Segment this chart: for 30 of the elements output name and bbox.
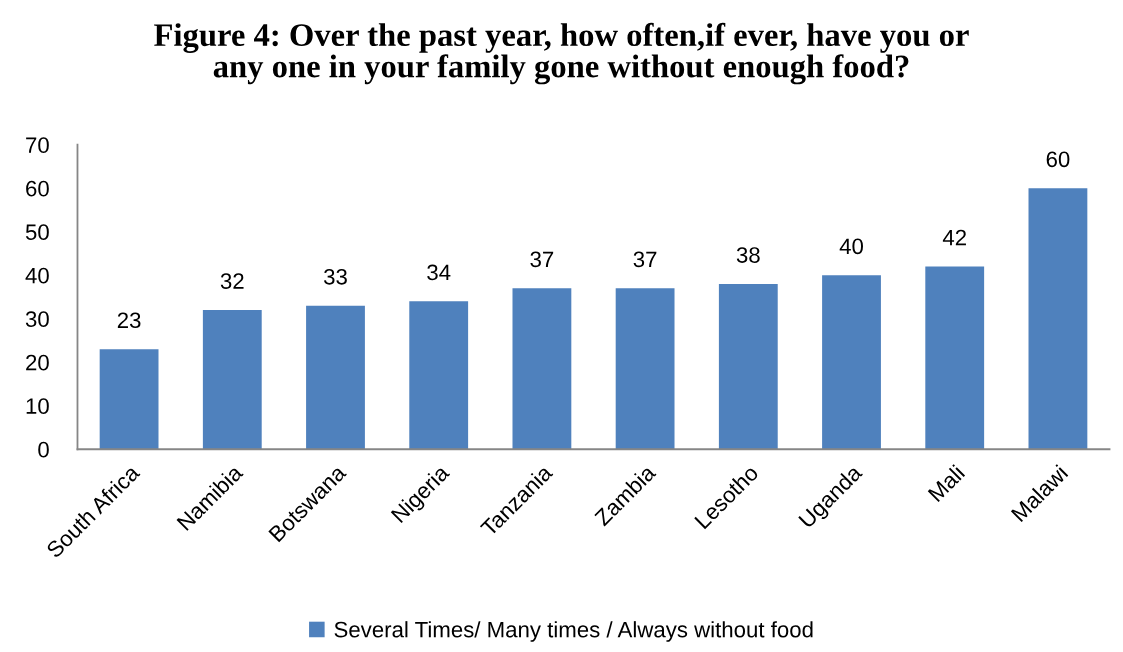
data-label: 32 xyxy=(220,273,244,289)
bar xyxy=(306,305,365,450)
bar xyxy=(409,301,469,450)
data-label: 23 xyxy=(117,312,141,329)
bar xyxy=(925,266,985,450)
bar xyxy=(822,275,881,450)
y-tick-label: 0 xyxy=(38,441,49,458)
y-tick-label: 60 xyxy=(26,180,49,197)
y-tick-label: 70 xyxy=(26,137,49,154)
data-label: 33 xyxy=(323,268,347,285)
y-tick-label: 20 xyxy=(26,354,49,371)
bar xyxy=(718,283,778,450)
data-label: 60 xyxy=(1046,151,1070,168)
data-label: 40 xyxy=(839,238,864,255)
bar xyxy=(1028,188,1088,450)
y-tick-label: 40 xyxy=(25,267,49,284)
bar xyxy=(99,349,159,450)
y-tick-label: 10 xyxy=(26,398,49,414)
bar xyxy=(512,288,572,450)
y-tick-label: 30 xyxy=(25,311,49,328)
data-label: 37 xyxy=(633,251,657,268)
bar xyxy=(615,288,675,450)
y-tick-label: 50 xyxy=(25,224,49,241)
data-label: 42 xyxy=(942,229,966,246)
data-label: 38 xyxy=(736,247,760,263)
chart-title: Figure 4: Over the past year, how often,if ever, have you or any one in your family gone without enough food? xyxy=(154,22,969,85)
bar xyxy=(202,310,262,450)
legend-label: Several Times/ Many times / Always without food xyxy=(334,621,813,642)
data-label: 34 xyxy=(427,264,451,281)
data-label: 37 xyxy=(530,251,554,268)
